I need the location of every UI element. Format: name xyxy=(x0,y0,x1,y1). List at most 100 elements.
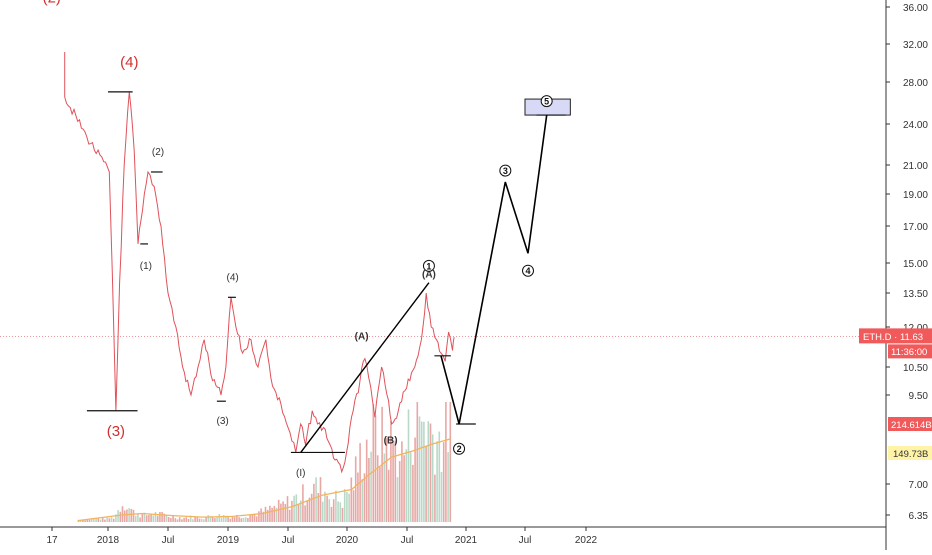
volume-bar xyxy=(337,501,339,522)
wave-label: (1) xyxy=(140,261,152,272)
volume-bar xyxy=(82,519,84,522)
volume-bar xyxy=(396,477,399,522)
volume-bar xyxy=(101,517,104,522)
wave-circle-marker xyxy=(522,264,535,277)
volume-bar xyxy=(304,505,306,522)
volume-bar xyxy=(84,520,86,522)
volume-bar xyxy=(198,518,201,522)
wave-circle-label: 1 xyxy=(426,261,431,271)
price-line xyxy=(64,91,455,474)
volume-bar xyxy=(240,518,243,522)
volume-bar xyxy=(403,455,405,522)
volume-bar xyxy=(251,514,254,522)
volume-bar xyxy=(167,517,170,522)
volume-bar xyxy=(115,514,117,522)
volume-bar xyxy=(332,499,335,522)
volume-bar xyxy=(429,423,432,522)
volume-bar xyxy=(220,517,223,522)
volume-bar xyxy=(106,516,108,522)
volume-bar xyxy=(137,514,139,522)
volume-bar xyxy=(192,519,194,522)
volume-bar xyxy=(335,490,337,522)
x-tick-label: Jul xyxy=(401,535,414,546)
x-tick-label: 2019 xyxy=(217,535,240,546)
y-tick-label: 28.00 xyxy=(903,78,928,89)
volume-bar xyxy=(95,518,97,522)
wave-line xyxy=(300,282,430,453)
volume-bar xyxy=(357,472,359,522)
wave-label: (I) xyxy=(296,468,305,479)
wave-label: (3) xyxy=(216,416,228,427)
volume-bar xyxy=(361,478,364,522)
volume-bar xyxy=(431,434,434,522)
volume-bar xyxy=(88,519,91,522)
volume-bar xyxy=(185,517,188,522)
volume-ma-text: 149.73B xyxy=(893,449,928,460)
y-tick-label: 21.00 xyxy=(903,161,928,172)
symbol-price-text: ETH.D · 11.63 xyxy=(863,332,923,343)
volume-bar xyxy=(321,501,324,522)
volume-bar xyxy=(269,505,271,522)
volume-bar xyxy=(132,509,135,522)
volume-bar xyxy=(150,514,152,522)
countdown-text: 11:36:00 xyxy=(891,347,927,358)
wave-label: (A) xyxy=(422,270,436,281)
volume-bar xyxy=(163,513,166,522)
volume-bar xyxy=(326,495,328,522)
volume-bar xyxy=(379,466,381,522)
volume-bar xyxy=(383,453,386,522)
wave-circle-label: 5 xyxy=(544,97,549,107)
volume-bar xyxy=(218,514,221,522)
volume-bar xyxy=(97,518,100,522)
volume-layer xyxy=(77,402,452,522)
volume-bar xyxy=(297,503,300,522)
volume-bar xyxy=(128,508,130,522)
volume-bar xyxy=(376,455,379,522)
volume-bar xyxy=(203,519,205,522)
volume-bar xyxy=(231,516,234,522)
volume-bar xyxy=(299,500,302,522)
wave-label: (A) xyxy=(355,332,369,343)
y-tick-label: 13.50 xyxy=(903,289,928,300)
volume-ma-badge xyxy=(888,446,932,460)
volume-ma-layer xyxy=(77,438,452,522)
volume-bar xyxy=(273,505,276,522)
volume-bar xyxy=(405,449,408,522)
projection-layer xyxy=(300,114,548,453)
volume-bar xyxy=(196,516,199,522)
volume-bar xyxy=(262,511,265,522)
volume-bar xyxy=(90,518,93,522)
y-tick-label: 15.00 xyxy=(903,259,928,270)
y-tick-label: 36.00 xyxy=(903,3,928,14)
volume-bar xyxy=(189,515,192,522)
volume-bar xyxy=(176,519,179,522)
y-tick-label: 19.00 xyxy=(903,190,928,201)
volume-bar xyxy=(306,500,309,522)
volume-bar xyxy=(394,440,397,522)
volume-bar xyxy=(112,518,115,522)
volume-bar xyxy=(194,516,196,522)
projection-path xyxy=(440,114,548,425)
volume-bar xyxy=(308,497,311,522)
countdown-badge xyxy=(888,344,932,359)
volume-bar xyxy=(330,506,333,522)
volume-bar xyxy=(148,514,150,522)
wave-circle-marker xyxy=(540,95,553,108)
volume-bar xyxy=(365,439,368,522)
volume-bar xyxy=(445,402,447,522)
volume-bar xyxy=(172,516,174,522)
volume-bar xyxy=(416,402,419,522)
volume-bar xyxy=(425,446,427,522)
volume-bar xyxy=(324,491,326,522)
wave-circle-label: 4 xyxy=(526,266,531,276)
wave-circle-marker xyxy=(453,442,466,455)
volume-bar xyxy=(412,464,414,522)
x-tick-label: 2020 xyxy=(336,535,359,546)
volume-bar xyxy=(247,518,249,522)
volume-bar xyxy=(310,493,313,522)
volume-bar xyxy=(242,518,245,522)
volume-bar xyxy=(264,506,267,522)
volume-bar xyxy=(108,518,111,522)
x-tick-label: 2022 xyxy=(575,535,598,546)
volume-bar xyxy=(401,441,403,522)
